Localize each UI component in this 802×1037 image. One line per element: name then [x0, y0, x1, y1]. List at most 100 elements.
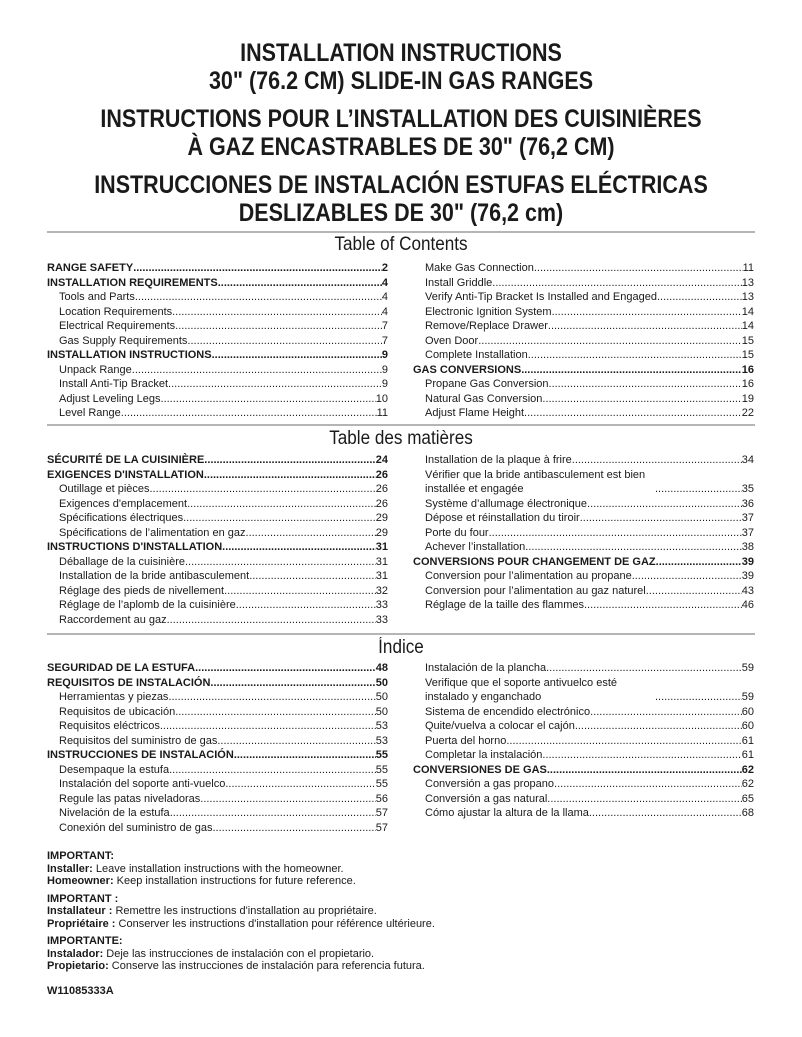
toc-entry[interactable]: Conexión del suministro de gas 57 [47, 821, 388, 836]
toc-entry[interactable]: Vérifier que la bride antibasculement es… [413, 468, 754, 497]
toc-entry-label: Spécifications de l’alimentation en gaz [59, 526, 246, 539]
toc-entry[interactable]: Exigences d'emplacement 26 [47, 497, 388, 512]
toc-entry[interactable]: Natural Gas Conversion 19 [413, 392, 754, 407]
toc-entry[interactable]: Desempaque la estufa 55 [47, 763, 388, 778]
toc-entry[interactable]: Réglage de la taille des flammes 46 [413, 598, 754, 613]
toc-entry-page: 59 [741, 662, 754, 674]
dot-leader [222, 540, 376, 555]
toc-entry[interactable]: Conversión a gas natural 65 [413, 792, 754, 807]
toc-entry[interactable]: GAS CONVERSIONS 16 [413, 363, 754, 378]
toc-entry[interactable]: Achever l’installation 38 [413, 540, 754, 555]
toc-entry-page: 16 [741, 378, 754, 390]
toc-entry[interactable]: Electrical Requirements 7 [47, 319, 388, 334]
toc-entry[interactable]: Completar la instalación 61 [413, 748, 754, 763]
toc-entry[interactable]: Raccordement au gaz 33 [47, 613, 388, 628]
toc-entry-label: Tools and Parts [59, 291, 135, 303]
toc-entry[interactable]: RANGE SAFETY 2 [47, 261, 388, 276]
toc-entry[interactable]: SEGURIDAD DE LA ESTUFA 48 [47, 661, 388, 676]
toc-entry[interactable]: Gas Supply Requirements 7 [47, 334, 388, 349]
toc-entry-label: INSTRUCTIONS D'INSTALLATION [47, 541, 223, 553]
important-role: Homeowner: [47, 875, 114, 887]
toc-entry-label: Completar la instalación [425, 749, 543, 761]
toc-entry[interactable]: INSTRUCCIONES DE INSTALACIÓN 55 [47, 748, 388, 763]
toc-entry-label: SÉCURITÉ DE LA CUISINIÈRE [47, 454, 205, 466]
toc-entry[interactable]: Requisitos de ubicación 50 [47, 705, 388, 720]
toc-entry[interactable]: EXIGENCES D'INSTALLATION 26 [47, 468, 388, 483]
toc-entry[interactable]: Conversion pour l’alimentation au propan… [413, 569, 754, 584]
toc-entry[interactable]: Réglage des pieds de nivellement 32 [47, 584, 388, 599]
toc-entry[interactable]: Nivelación de la estufa 57 [47, 806, 388, 821]
toc-entry-page: 31 [375, 555, 388, 568]
dot-leader [584, 598, 742, 613]
toc-entry-label: Natural Gas Conversion [425, 392, 543, 405]
toc-entry[interactable]: Installation de la plaque à frire 34 [413, 453, 754, 468]
toc-entry-page: 55 [375, 763, 388, 776]
toc-entry[interactable]: SÉCURITÉ DE LA CUISINIÈRE 24 [47, 453, 388, 468]
toc-entry-page: 50 [375, 705, 388, 718]
toc-entry[interactable]: Instalación de la plancha 59 [413, 661, 754, 676]
toc-entry[interactable]: INSTALLATION INSTRUCTIONS 9 [47, 348, 388, 363]
toc-entry-label: Porte du four [425, 526, 489, 539]
toc-entry[interactable]: INSTALLATION REQUIREMENTS 4 [47, 276, 388, 291]
toc-entry[interactable]: Adjust Flame Height 22 [413, 406, 754, 421]
toc-entry-label: Installation de la plaque à frire [425, 454, 572, 466]
toc-entry[interactable]: Regule las patas niveladoras 56 [47, 792, 388, 807]
toc-entry[interactable]: Tools and Parts 4 [47, 290, 388, 305]
toc-entry[interactable]: Système d’allumage électronique 36 [413, 497, 754, 512]
toc-entry[interactable]: Propane Gas Conversion 16 [413, 377, 754, 392]
toc-entry-label: Adjust Leveling Legs [59, 392, 161, 405]
toc-entry[interactable]: Réglage de l’aplomb de la cuisinière 33 [47, 598, 388, 613]
dot-leader [195, 661, 376, 676]
toc-entry[interactable]: Install Griddle 13 [413, 276, 754, 291]
toc-entry[interactable]: Cómo ajustar la altura de la llama 68 [413, 806, 754, 821]
toc-entry-page: 55 [375, 749, 388, 761]
toc-entry-label: Outillage et pièces [59, 483, 150, 495]
toc-entry[interactable]: Remove/Replace Drawer 14 [413, 319, 754, 334]
dot-leader [234, 748, 376, 763]
toc-entry[interactable]: Spécifications de l’alimentation en gaz 2… [47, 526, 388, 541]
toc-entry[interactable]: Conversion pour l’alimentation au gaz na… [413, 584, 754, 599]
toc-entry[interactable]: Conversión a gas propano 62 [413, 777, 754, 792]
toc-entry[interactable]: Electronic Ignition System 14 [413, 305, 754, 320]
toc-entry[interactable]: Quite/vuelva a colocar el cajón 60 [413, 719, 754, 734]
toc-entry[interactable]: Outillage et pièces 26 [47, 482, 388, 497]
toc-entry[interactable]: Requisitos del suministro de gas 53 [47, 734, 388, 749]
important-role: Propietario: [47, 960, 109, 972]
toc-entry[interactable]: Verifique que el soporte antivuelco esté… [413, 676, 754, 705]
toc-entry[interactable]: CONVERSIONES DE GAS 62 [413, 763, 754, 778]
title-line: À GAZ ENCASTRABLES DE 30" (76,2 CM) [187, 132, 615, 161]
toc-entry[interactable]: CONVERSIONS POUR CHANGEMENT DE GAZ 39 [413, 555, 754, 570]
toc-entry[interactable]: Location Requirements 4 [47, 305, 388, 320]
toc-entry[interactable]: Puerta del horno 61 [413, 734, 754, 749]
toc-entry[interactable]: Sistema de encendido electrónico 60 [413, 705, 754, 720]
toc-entry[interactable]: Unpack Range 9 [47, 363, 388, 378]
toc-entry[interactable]: Installation de la bride antibasculement… [47, 569, 388, 584]
toc-entry[interactable]: Verify Anti-Tip Bracket Is Installed and… [413, 290, 754, 305]
toc-entry-page: 4 [381, 276, 388, 289]
toc-entry[interactable]: Oven Door 15 [413, 334, 754, 349]
toc-entry[interactable]: Déballage de la cuisinière 31 [47, 555, 388, 570]
dot-leader [218, 276, 382, 291]
toc-entry[interactable]: Level Range 11 [47, 406, 388, 421]
dot-leader [175, 319, 382, 334]
toc-entry[interactable]: Make Gas Connection 11 [413, 261, 754, 276]
toc-entry[interactable]: Requisitos eléctricos 53 [47, 719, 388, 734]
dot-leader [185, 555, 376, 570]
toc-entry[interactable]: Herramientas y piezas 50 [47, 690, 388, 705]
toc-entry-label: GAS CONVERSIONS [413, 363, 522, 376]
important-line: Installer: Leave installation instructio… [47, 863, 435, 876]
toc-entry[interactable]: Porte du four 37 [413, 526, 754, 541]
toc-entry[interactable]: REQUISITOS DE INSTALACIÓN 50 [47, 676, 388, 691]
toc-entry[interactable]: Instalación del soporte anti-vuelco 55 [47, 777, 388, 792]
toc-entry[interactable]: Complete Installation 15 [413, 348, 754, 363]
toc-entry[interactable]: Dépose et réinstallation du tiroir 37 [413, 511, 754, 526]
toc-entry[interactable]: Spécifications électriques 29 [47, 511, 388, 526]
toc-entry[interactable]: INSTRUCTIONS D'INSTALLATION 31 [47, 540, 388, 555]
toc-entry[interactable]: Adjust Leveling Legs 10 [47, 392, 388, 407]
toc-entry[interactable]: Install Anti-Tip Bracket 9 [47, 377, 388, 392]
toc-entry-label: Système d’allumage électronique [425, 497, 588, 510]
toc-left-column: SÉCURITÉ DE LA CUISINIÈRE 24 EXIGENCES D'I… [47, 453, 388, 627]
toc-entry-label: RANGE SAFETY [47, 262, 134, 274]
toc-entry-label: Remove/Replace Drawer [425, 320, 548, 332]
toc-entry-label: Spécifications électriques [59, 512, 184, 524]
